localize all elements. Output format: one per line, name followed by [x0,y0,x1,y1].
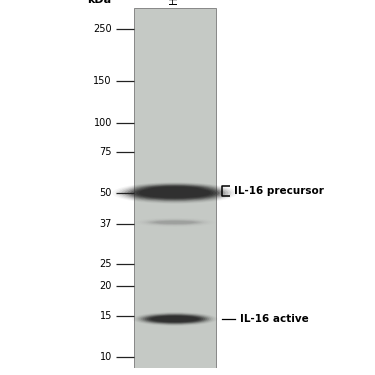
Ellipse shape [148,315,201,322]
Ellipse shape [150,220,200,225]
Ellipse shape [142,314,207,324]
Bar [134,8,216,368]
Ellipse shape [144,185,206,191]
Ellipse shape [146,185,204,191]
Ellipse shape [153,186,197,190]
Ellipse shape [121,184,228,202]
Ellipse shape [127,186,223,201]
Text: 10: 10 [100,352,112,362]
Text: 25: 25 [99,259,112,268]
Text: IL-16 precursor: IL-16 precursor [234,186,324,196]
Ellipse shape [141,314,209,324]
Ellipse shape [136,188,214,198]
Ellipse shape [154,220,196,224]
Ellipse shape [136,313,213,325]
Text: 250: 250 [93,24,112,34]
Text: 15: 15 [99,310,112,321]
Ellipse shape [133,187,217,199]
Text: 150: 150 [93,76,112,86]
Text: kDa: kDa [87,0,111,5]
Ellipse shape [142,189,208,197]
Ellipse shape [153,316,197,322]
Ellipse shape [154,317,195,321]
Ellipse shape [139,184,211,192]
Text: 20: 20 [99,281,112,291]
Ellipse shape [118,184,231,203]
Ellipse shape [148,220,202,225]
Ellipse shape [147,315,203,323]
Text: 37: 37 [99,219,112,229]
Ellipse shape [115,183,234,203]
Ellipse shape [156,221,194,224]
Ellipse shape [134,312,216,326]
Ellipse shape [144,219,206,225]
Text: 50: 50 [99,188,112,198]
Text: IL-16 active: IL-16 active [240,314,309,324]
Ellipse shape [130,186,220,200]
Ellipse shape [139,188,211,198]
Text: Human Tonsil: Human Tonsil [170,0,180,5]
Ellipse shape [141,184,208,192]
Ellipse shape [145,190,205,196]
Text: 100: 100 [93,118,112,128]
Ellipse shape [148,186,202,190]
Ellipse shape [124,185,226,201]
Ellipse shape [138,313,212,325]
Text: 75: 75 [99,147,112,157]
Ellipse shape [152,220,198,224]
Ellipse shape [144,315,205,323]
Ellipse shape [151,316,199,322]
Ellipse shape [146,219,204,225]
Ellipse shape [150,186,200,190]
